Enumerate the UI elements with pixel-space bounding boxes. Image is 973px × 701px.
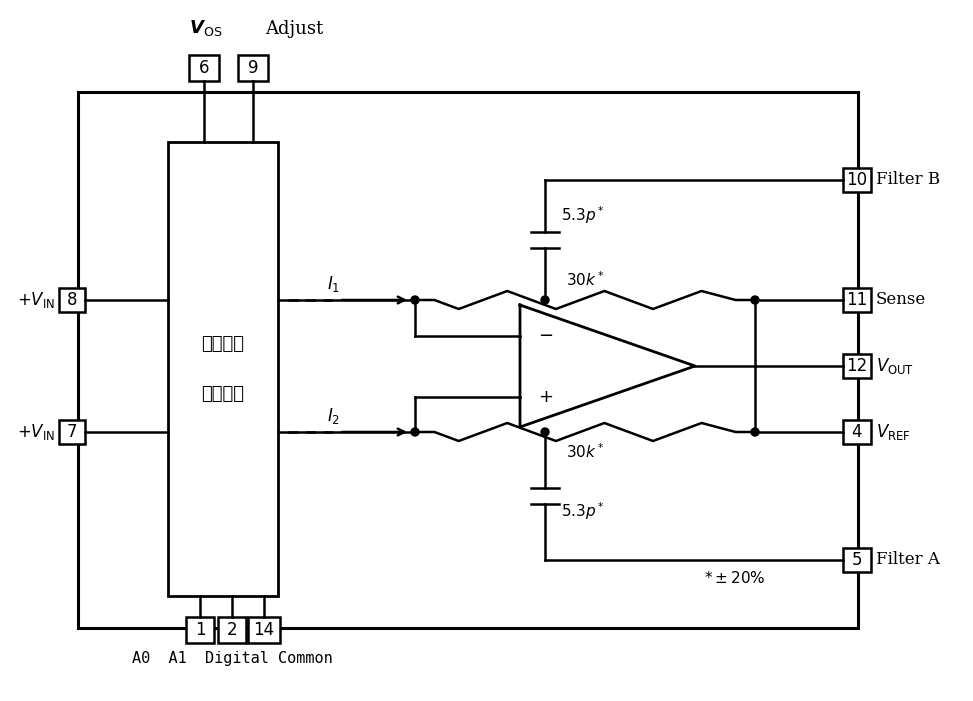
- Text: 12: 12: [847, 357, 868, 375]
- Bar: [843, 420, 871, 444]
- Circle shape: [411, 296, 419, 304]
- Text: $I_2$: $I_2$: [328, 406, 341, 426]
- Circle shape: [541, 428, 549, 436]
- Bar: [843, 288, 871, 312]
- Text: $5.3p^*$: $5.3p^*$: [561, 204, 605, 226]
- Text: $V_{\rm REF}$: $V_{\rm REF}$: [876, 422, 911, 442]
- Text: 7: 7: [67, 423, 77, 441]
- Bar: [59, 420, 85, 444]
- Text: 2: 2: [227, 621, 237, 639]
- Text: Filter A: Filter A: [876, 552, 940, 569]
- Text: $30k^*$: $30k^*$: [565, 271, 604, 290]
- Text: $+V_{\rm IN}$: $+V_{\rm IN}$: [17, 290, 55, 310]
- Text: 1: 1: [195, 621, 205, 639]
- Text: 6: 6: [198, 59, 209, 77]
- Text: 前后端和: 前后端和: [201, 335, 244, 353]
- Bar: [189, 55, 219, 81]
- Bar: [168, 142, 278, 596]
- Bar: [238, 55, 268, 81]
- Text: 9: 9: [248, 59, 258, 77]
- Text: $V_{\rm OUT}$: $V_{\rm OUT}$: [876, 356, 914, 376]
- Text: 5: 5: [851, 551, 862, 569]
- Circle shape: [751, 296, 759, 304]
- Text: −: −: [538, 327, 553, 344]
- Bar: [248, 617, 280, 643]
- Circle shape: [541, 296, 549, 304]
- Circle shape: [751, 428, 759, 436]
- Text: 逻辑电路: 逻辑电路: [201, 385, 244, 403]
- Text: 11: 11: [847, 291, 868, 309]
- Bar: [186, 617, 214, 643]
- Text: Sense: Sense: [876, 292, 926, 308]
- Bar: [218, 617, 246, 643]
- Text: $*\pm 20\%$: $*\pm 20\%$: [704, 570, 766, 586]
- Bar: [59, 288, 85, 312]
- Text: Filter B: Filter B: [876, 172, 940, 189]
- Text: 10: 10: [847, 171, 868, 189]
- Text: +: +: [538, 388, 553, 405]
- Circle shape: [411, 428, 419, 436]
- Bar: [78, 92, 858, 628]
- Bar: [843, 168, 871, 192]
- Text: 8: 8: [67, 291, 77, 309]
- Bar: [843, 354, 871, 378]
- Text: Adjust: Adjust: [265, 20, 323, 38]
- Text: $I_1$: $I_1$: [327, 274, 341, 294]
- Text: A0  A1  Digital Common: A0 A1 Digital Common: [131, 651, 333, 665]
- Text: 14: 14: [253, 621, 274, 639]
- Text: $5.3p^*$: $5.3p^*$: [561, 500, 605, 522]
- Text: $+V_{\rm IN}$: $+V_{\rm IN}$: [17, 422, 55, 442]
- Text: 4: 4: [851, 423, 862, 441]
- Text: $30k^*$: $30k^*$: [565, 442, 604, 461]
- Text: $\bfit{V}_{\rm OS}$: $\bfit{V}_{\rm OS}$: [190, 18, 223, 38]
- Bar: [843, 548, 871, 572]
